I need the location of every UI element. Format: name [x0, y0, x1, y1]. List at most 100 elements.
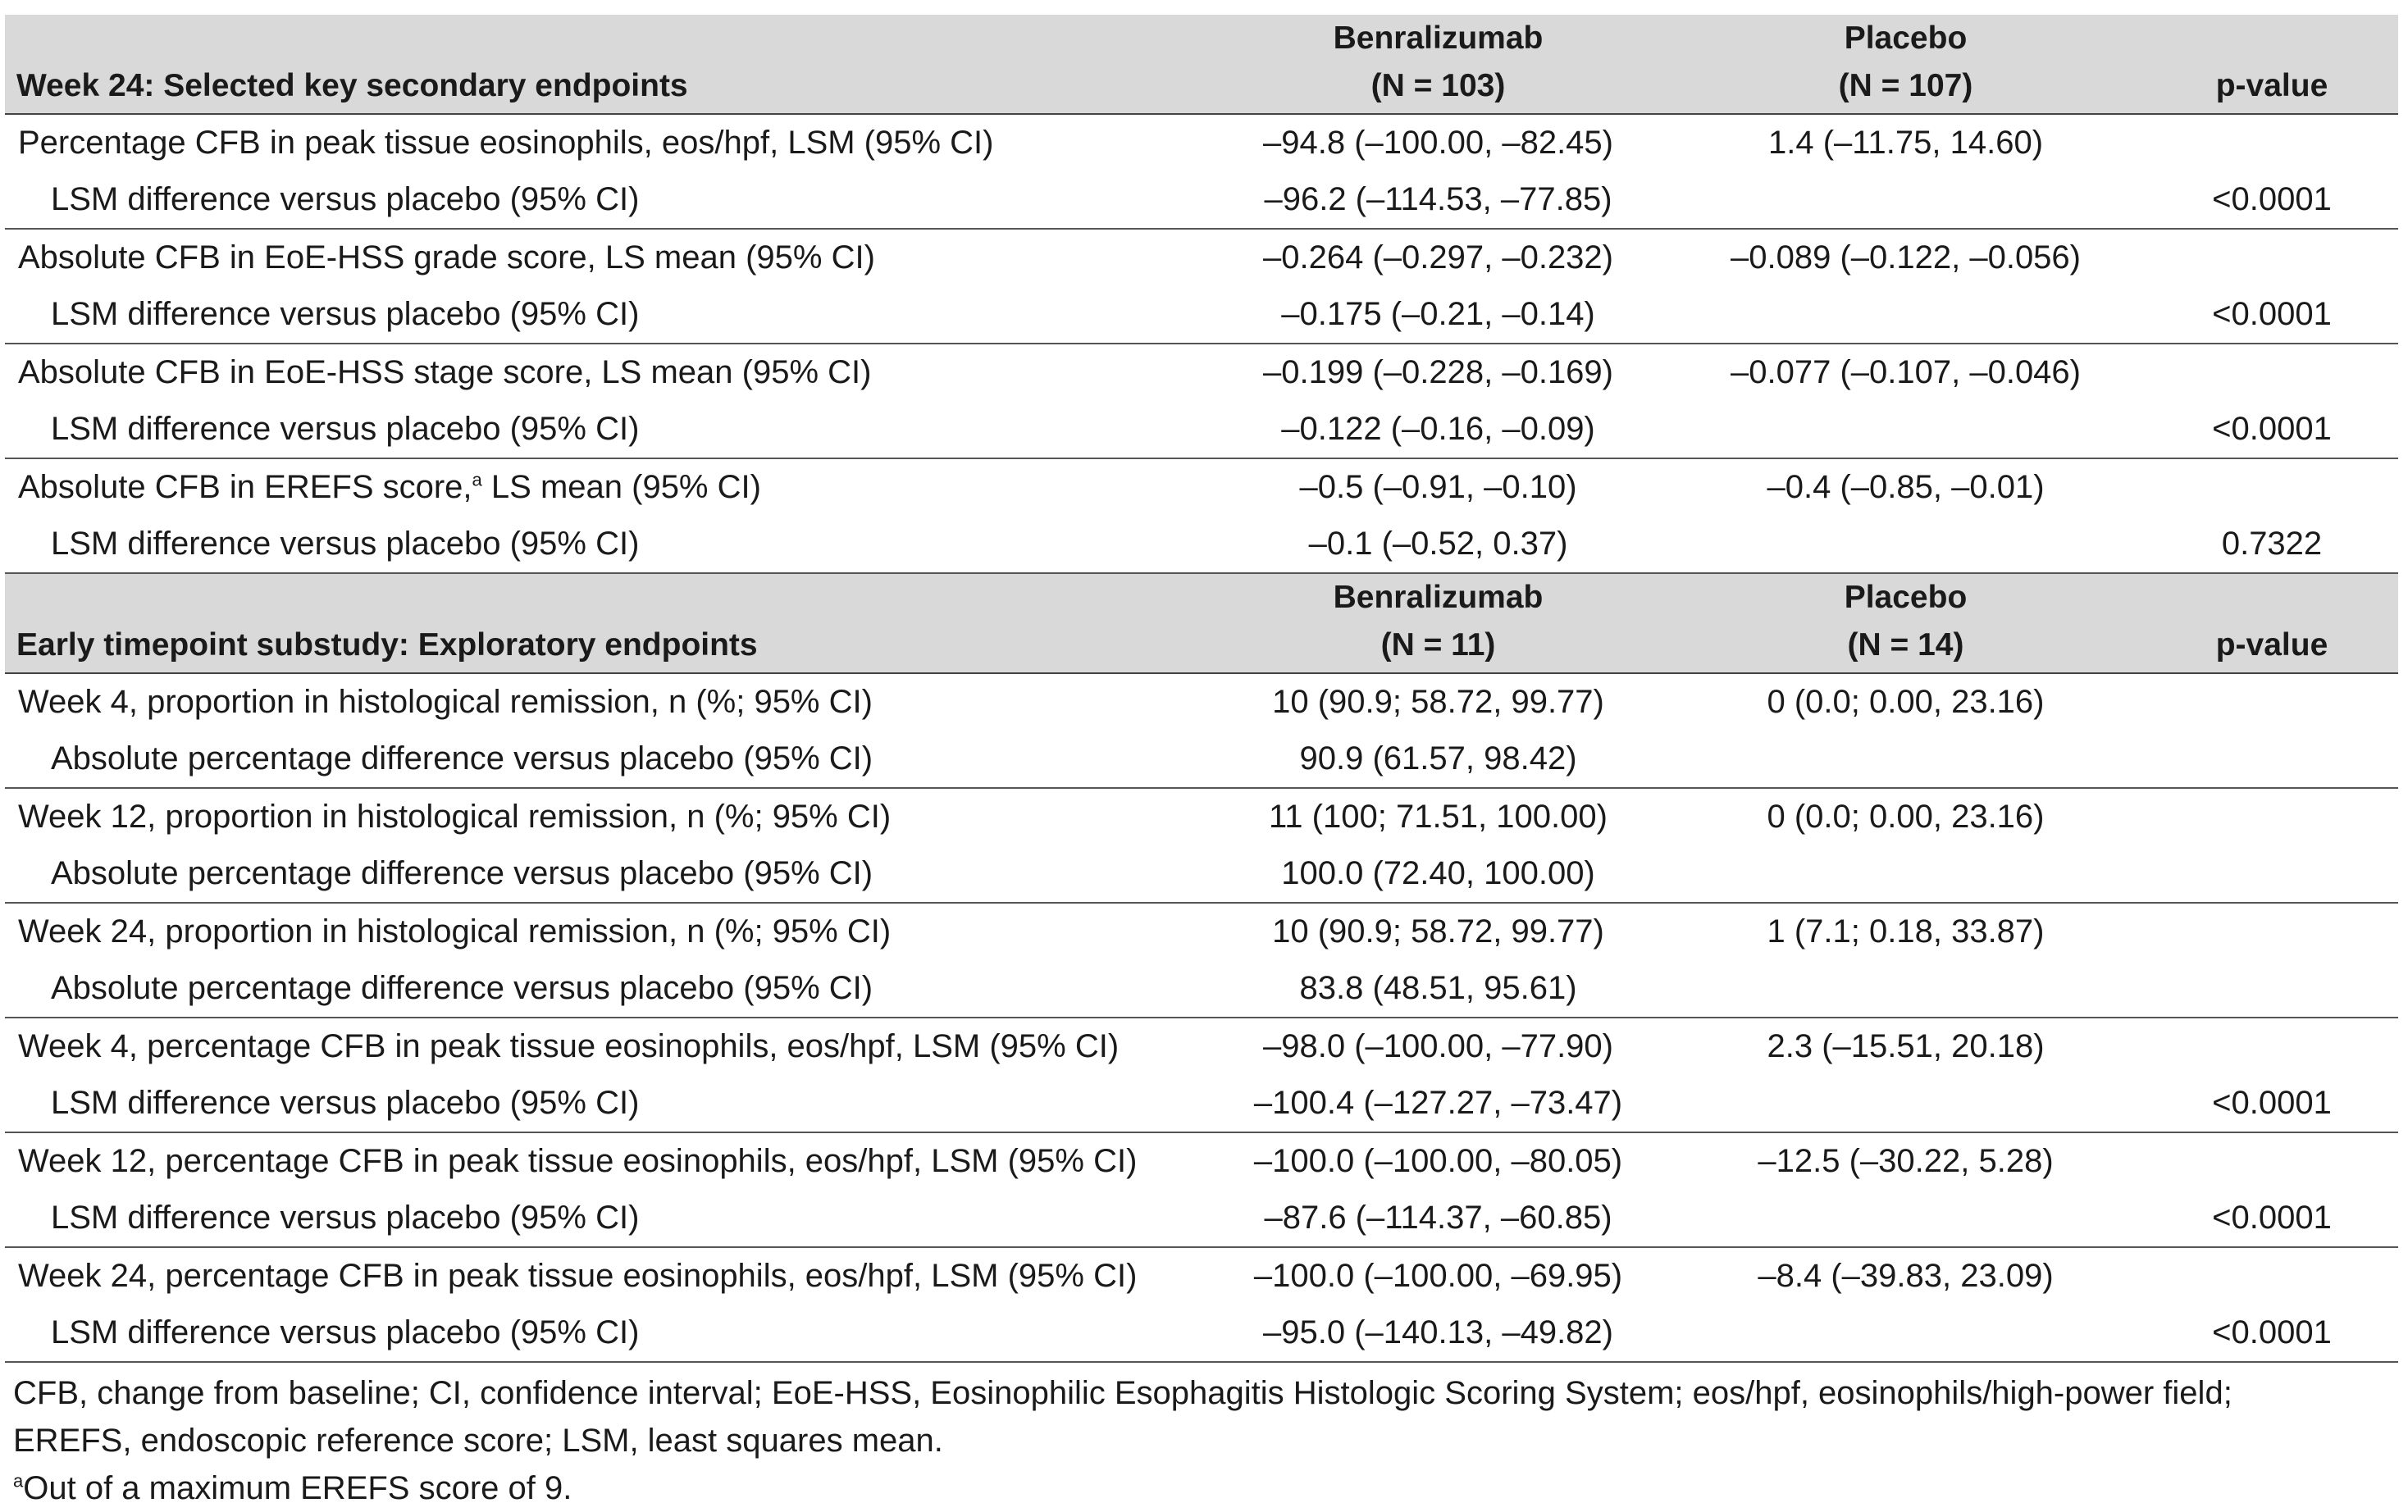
p-value: <0.0001	[2212, 181, 2332, 217]
row-label: LSM difference versus placebo (95% CI)	[51, 1085, 640, 1121]
section1-title: Week 24: Selected key secondary endpoint…	[5, 15, 1211, 114]
placebo-n: (N = 14)	[1847, 627, 1964, 663]
placebo-n: (N = 107)	[1838, 68, 1973, 103]
placebo-value	[1666, 1075, 2146, 1132]
p-value: <0.0001	[2212, 1200, 2332, 1236]
table-row: LSM difference versus placebo (95% CI) –…	[5, 1190, 2398, 1247]
placebo-value: 2.3 (–15.51, 20.18)	[1767, 1028, 2045, 1064]
placebo-value	[1666, 960, 2146, 1018]
table-row: Absolute percentage difference versus pl…	[5, 731, 2398, 788]
table-row: Week 24, percentage CFB in peak tissue e…	[5, 1247, 2398, 1305]
footnote-a-text: Out of a maximum EREFS score of 9.	[23, 1470, 572, 1506]
section1-benralizumab-header: Benralizumab (N = 103)	[1211, 15, 1666, 114]
benralizumab-value: –100.0 (–100.00, –80.05)	[1253, 1143, 1623, 1179]
row-label: Week 4, proportion in histological remis…	[18, 684, 873, 720]
row-label: Week 24, percentage CFB in peak tissue e…	[18, 1258, 1138, 1294]
benralizumab-value: –0.1 (–0.52, 0.37)	[1308, 526, 1568, 562]
section1-pvalue-header: p-value	[2146, 15, 2398, 114]
placebo-value: –0.4 (–0.85, –0.01)	[1767, 469, 2045, 505]
placebo-value	[1666, 516, 2146, 573]
p-value	[2146, 1132, 2398, 1190]
placebo-value: –0.077 (–0.107, –0.046)	[1730, 354, 2081, 390]
results-document: Week 24: Selected key secondary endpoint…	[5, 15, 2398, 1512]
placebo-value: –0.089 (–0.122, –0.056)	[1730, 239, 2081, 276]
placebo-value	[1666, 731, 2146, 788]
abbreviations-line: EREFS, endoscopic reference score; LSM, …	[13, 1423, 943, 1459]
footnote-marker: a	[13, 1470, 24, 1492]
row-label: LSM difference versus placebo (95% CI)	[51, 296, 640, 332]
row-label: LSM difference versus placebo (95% CI)	[51, 526, 640, 562]
benralizumab-value: 83.8 (48.51, 95.61)	[1299, 970, 1577, 1006]
placebo-value	[1666, 1305, 2146, 1362]
table-row: Percentage CFB in peak tissue eosinophil…	[5, 114, 2398, 171]
placebo-value: 1 (7.1; 0.18, 33.87)	[1767, 913, 2045, 950]
benralizumab-value: –95.0 (–140.13, –49.82)	[1262, 1314, 1613, 1350]
placebo-value	[1666, 1190, 2146, 1247]
table-row: Week 4, percentage CFB in peak tissue eo…	[5, 1018, 2398, 1075]
placebo-value: 0 (0.0; 0.00, 23.16)	[1767, 684, 2045, 720]
p-value	[2146, 731, 2398, 788]
benralizumab-label: Benralizumab	[1333, 580, 1544, 615]
benralizumab-value: 10 (90.9; 58.72, 99.77)	[1272, 913, 1604, 950]
table-row: Week 12, proportion in histological remi…	[5, 788, 2398, 845]
row-label: LSM difference versus placebo (95% CI)	[51, 181, 640, 217]
section2-pvalue-header: p-value	[2146, 573, 2398, 673]
benralizumab-value: –0.264 (–0.297, –0.232)	[1262, 239, 1613, 276]
placebo-value	[1666, 401, 2146, 458]
benralizumab-value: –98.0 (–100.00, –77.90)	[1262, 1028, 1613, 1064]
placebo-value	[1666, 845, 2146, 903]
row-label: Absolute CFB in EoE-HSS grade score, LS …	[18, 239, 875, 276]
table-row: LSM difference versus placebo (95% CI) –…	[5, 286, 2398, 344]
p-value	[2146, 114, 2398, 171]
p-value	[2146, 1018, 2398, 1075]
row-label: Absolute percentage difference versus pl…	[51, 855, 873, 891]
placebo-value	[1666, 286, 2146, 344]
benralizumab-value: 10 (90.9; 58.72, 99.77)	[1272, 684, 1604, 720]
placebo-value	[1666, 171, 2146, 229]
benralizumab-value: –96.2 (–114.53, –77.85)	[1264, 181, 1612, 217]
table-row: Absolute CFB in EREFS score,a LS mean (9…	[5, 458, 2398, 516]
p-value: 0.7322	[2221, 526, 2323, 562]
placebo-label: Placebo	[1844, 20, 1968, 56]
row-label: LSM difference versus placebo (95% CI)	[51, 411, 640, 447]
placebo-value: 1.4 (–11.75, 14.60)	[1767, 125, 2044, 161]
footnotes: CFB, change from baseline; CI, confidenc…	[5, 1363, 2392, 1512]
p-value: <0.0001	[2212, 411, 2332, 447]
footnote-a: aOut of a maximum EREFS score of 9.	[13, 1464, 2392, 1512]
row-label-text: LS mean (95% CI)	[481, 469, 761, 505]
row-label-text: Absolute CFB in EREFS score,	[18, 469, 472, 505]
p-value	[2146, 903, 2398, 960]
table-row: Absolute percentage difference versus pl…	[5, 960, 2398, 1018]
placebo-value: –12.5 (–30.22, 5.28)	[1758, 1143, 2054, 1179]
section2-header-row: Early timepoint substudy: Exploratory en…	[5, 573, 2398, 673]
placebo-label: Placebo	[1844, 580, 1968, 615]
benralizumab-label: Benralizumab	[1333, 20, 1544, 56]
p-value	[2146, 229, 2398, 286]
row-label: Percentage CFB in peak tissue eosinophil…	[18, 125, 994, 161]
row-label: Absolute CFB in EoE-HSS stage score, LS …	[18, 354, 872, 390]
benralizumab-value: 90.9 (61.57, 98.42)	[1299, 740, 1577, 776]
benralizumab-value: –100.4 (–127.27, –73.47)	[1253, 1085, 1623, 1121]
benralizumab-n: (N = 11)	[1380, 627, 1496, 663]
placebo-value: –8.4 (–39.83, 23.09)	[1758, 1258, 2054, 1294]
p-value: <0.0001	[2212, 1314, 2332, 1350]
placebo-value: 0 (0.0; 0.00, 23.16)	[1767, 799, 2045, 835]
benralizumab-n: (N = 103)	[1370, 68, 1506, 103]
table-row: Week 12, percentage CFB in peak tissue e…	[5, 1132, 2398, 1190]
row-label: LSM difference versus placebo (95% CI)	[51, 1200, 640, 1236]
benralizumab-value: 11 (100; 71.51, 100.00)	[1269, 799, 1608, 835]
p-value	[2146, 344, 2398, 401]
table-row: Absolute CFB in EoE-HSS stage score, LS …	[5, 344, 2398, 401]
table-row: Absolute percentage difference versus pl…	[5, 845, 2398, 903]
p-value: <0.0001	[2212, 296, 2332, 332]
row-label: Absolute percentage difference versus pl…	[51, 970, 873, 1006]
row-label: Week 24, proportion in histological remi…	[18, 913, 892, 950]
table-row: Week 24, proportion in histological remi…	[5, 903, 2398, 960]
benralizumab-value: –0.199 (–0.228, –0.169)	[1262, 354, 1613, 390]
section2-benralizumab-header: Benralizumab (N = 11)	[1211, 573, 1666, 673]
benralizumab-value: –94.8 (–100.00, –82.45)	[1262, 125, 1613, 161]
row-label: Week 4, percentage CFB in peak tissue eo…	[18, 1028, 1120, 1064]
table-row: LSM difference versus placebo (95% CI) –…	[5, 1075, 2398, 1132]
row-label: Week 12, proportion in histological remi…	[18, 799, 892, 835]
benralizumab-value: –0.122 (–0.16, –0.09)	[1281, 411, 1595, 447]
